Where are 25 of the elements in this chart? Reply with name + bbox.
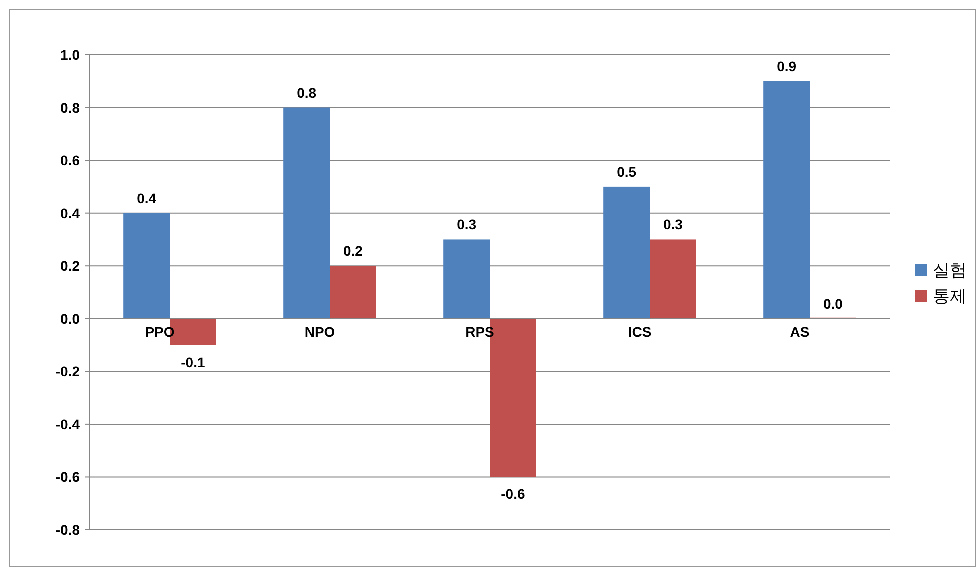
y-tick-label: -0.4 — [56, 416, 80, 432]
x-tick-label: AS — [790, 324, 810, 340]
data-label: 0.5 — [617, 164, 637, 180]
y-tick-label: 0.8 — [60, 100, 80, 116]
y-tick-label: 1.0 — [60, 47, 80, 63]
data-label: 0.2 — [343, 243, 364, 260]
y-tick-label: -0.2 — [56, 364, 80, 380]
y-tick-label: 0.4 — [60, 205, 80, 222]
data-label: -0.6 — [501, 486, 526, 502]
data-label: 0.3 — [457, 216, 477, 233]
y-tick-label: 0.2 — [60, 258, 80, 274]
x-tick-label: ICS — [628, 324, 652, 340]
y-tick-label: -0.8 — [56, 522, 80, 538]
x-tick-label: NPO — [304, 324, 336, 340]
legend-label: 통제 — [933, 287, 967, 306]
data-label: 0.4 — [137, 190, 157, 206]
data-label: 0.9 — [777, 58, 797, 74]
data-label: 0.0 — [823, 296, 844, 312]
data-label: 0.8 — [297, 84, 317, 101]
y-tick-label: -0.6 — [56, 469, 80, 486]
data-label: -0.1 — [181, 354, 206, 370]
data-label: 0.3 — [663, 216, 684, 233]
legend-label: 실험 — [933, 261, 967, 280]
y-tick-label: 0.6 — [60, 152, 80, 169]
y-tick-label: 0.0 — [60, 310, 80, 327]
